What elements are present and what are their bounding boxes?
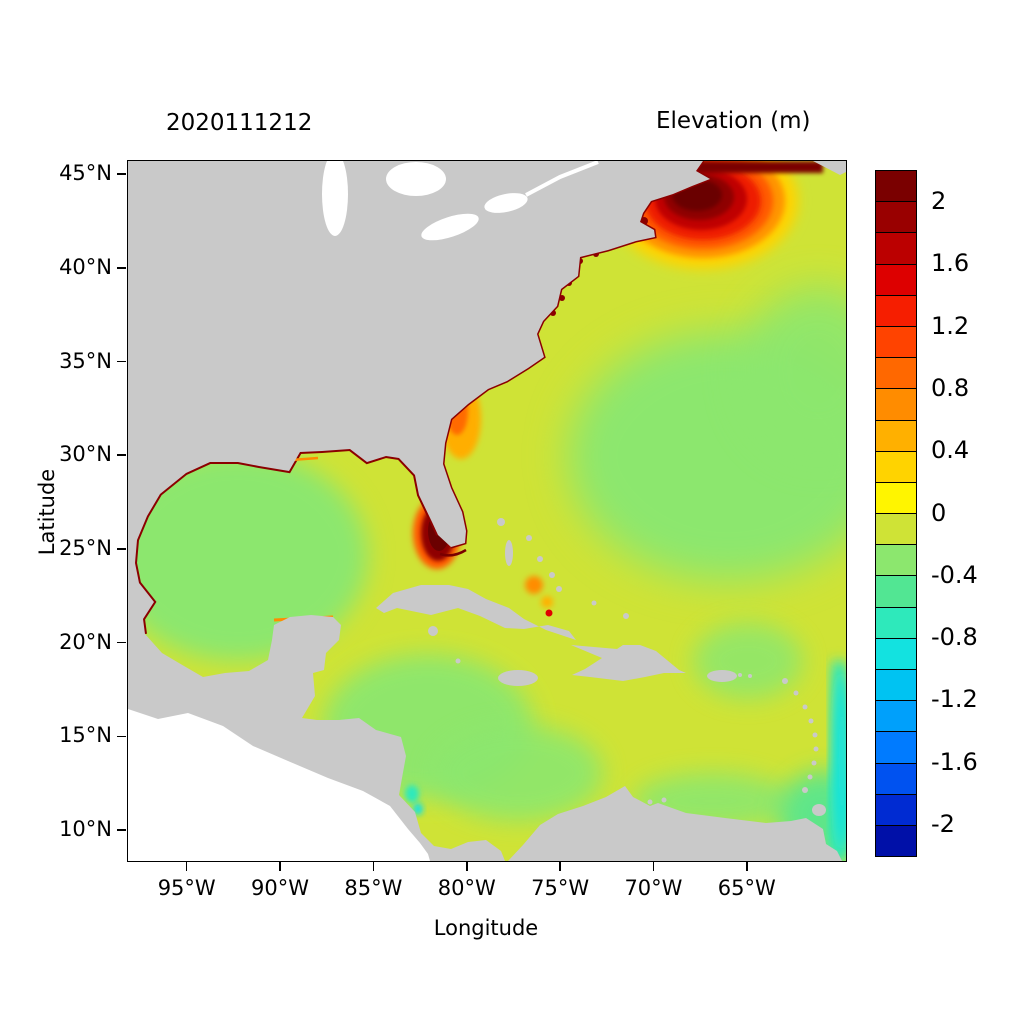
no-data-pacific	[128, 709, 430, 861]
x-tick-mark	[185, 861, 188, 871]
great-lakes	[322, 161, 599, 241]
y-tick-label: 40°N	[59, 254, 112, 279]
x-tick-label: 85°W	[344, 876, 403, 900]
colorbar-tick-label: 1.6	[931, 249, 970, 278]
colorbar-tick-label: 1.2	[931, 311, 970, 340]
island-jamaica	[498, 670, 538, 686]
x-tick-mark	[652, 861, 655, 871]
colorbar-segment	[876, 357, 916, 389]
colorbar-segment	[876, 824, 916, 857]
x-tick-label: 65°W	[717, 876, 776, 900]
islands-lesser-antilles	[455, 658, 826, 816]
y-tick-label: 20°N	[59, 629, 112, 654]
y-tick-label: 10°N	[59, 817, 112, 841]
y-tick-mark	[117, 735, 126, 738]
lake-ontario	[484, 193, 528, 213]
colorbar-segment	[876, 294, 916, 326]
colorbar-segment	[876, 171, 916, 202]
y-tick-label: 25°N	[59, 535, 112, 560]
x-tick-label: 70°W	[624, 876, 683, 900]
elevation-map	[128, 161, 846, 861]
land-north-central-america	[128, 161, 710, 861]
colorbar-segment	[876, 388, 916, 420]
colorbar-segment	[876, 793, 916, 825]
colorbar-segment	[876, 232, 916, 264]
date-title: 2020111212	[166, 110, 313, 136]
colorbar-tick-label: 0.4	[931, 436, 970, 465]
x-tick-label: 75°W	[531, 876, 590, 900]
colorbar-tick-label: 0.8	[931, 373, 970, 402]
island-trinidad	[812, 804, 826, 816]
map-plot-area	[127, 160, 847, 862]
island-hispaniola	[571, 645, 686, 681]
y-tick-label: 35°N	[59, 348, 112, 373]
colorbar-title: Elevation (m)	[656, 108, 811, 134]
y-tick-mark	[117, 641, 126, 644]
x-tick-mark	[746, 861, 748, 871]
y-tick-mark	[117, 267, 126, 269]
colorbar-segment	[876, 263, 916, 295]
colorbar-tick-label: -1.6	[931, 747, 978, 776]
y-tick-label: 45°N	[59, 161, 112, 186]
colorbar-segment	[876, 762, 916, 794]
land-south-america	[508, 786, 842, 861]
colorbar-segment	[876, 325, 916, 358]
x-tick-mark	[372, 861, 375, 871]
colorbar-segment	[876, 606, 916, 638]
colorbar-segment	[876, 201, 916, 233]
colorbar-tick-label: -2	[931, 809, 955, 838]
florida-keys-fringe	[439, 548, 467, 557]
colorbar-tick-label: 2	[931, 187, 947, 216]
y-tick-mark	[117, 829, 126, 831]
x-tick-label: 90°W	[251, 876, 310, 900]
x-tick-mark	[279, 861, 281, 871]
colorbar-tick-label: -0.4	[931, 560, 978, 589]
x-tick-label: 95°W	[157, 876, 216, 900]
colorbar-tick-label: -1.2	[931, 685, 978, 714]
land-nova-scotia	[813, 161, 846, 175]
islands-bahamas	[497, 518, 629, 619]
island-cuba	[376, 585, 576, 640]
y-tick-mark	[117, 173, 126, 175]
colorbar	[875, 170, 917, 857]
y-tick-label: 30°N	[59, 442, 112, 467]
y-tick-mark	[117, 454, 126, 456]
x-tick-mark	[465, 861, 468, 871]
island-isle-of-youth	[428, 626, 438, 636]
lake-erie	[421, 213, 479, 241]
x-tick-mark	[559, 861, 561, 871]
colorbar-segment	[876, 481, 916, 514]
colorbar-segment	[876, 731, 916, 763]
land	[128, 161, 846, 861]
lake-huron	[386, 162, 446, 196]
colorbar-tick-label: 0	[931, 498, 947, 527]
y-tick-label: 15°N	[59, 723, 112, 748]
colorbar-segment	[876, 669, 916, 701]
colorbar-segment	[876, 450, 916, 482]
colorbar-segment	[876, 637, 916, 669]
colorbar-segment	[876, 575, 916, 607]
colorbar-segment	[876, 700, 916, 732]
colorbar-segment	[876, 419, 916, 451]
colorbar-segment	[876, 544, 916, 576]
x-axis-label: Longitude	[433, 916, 539, 940]
y-tick-mark	[117, 548, 126, 550]
lake-michigan	[322, 161, 348, 236]
x-tick-label: 80°W	[437, 876, 496, 900]
colorbar-tick-label: -0.8	[931, 623, 978, 652]
st-lawrence-river	[525, 161, 599, 197]
colorbar-segment	[876, 513, 916, 545]
y-tick-mark	[117, 360, 126, 363]
island-puerto-rico	[707, 670, 737, 682]
